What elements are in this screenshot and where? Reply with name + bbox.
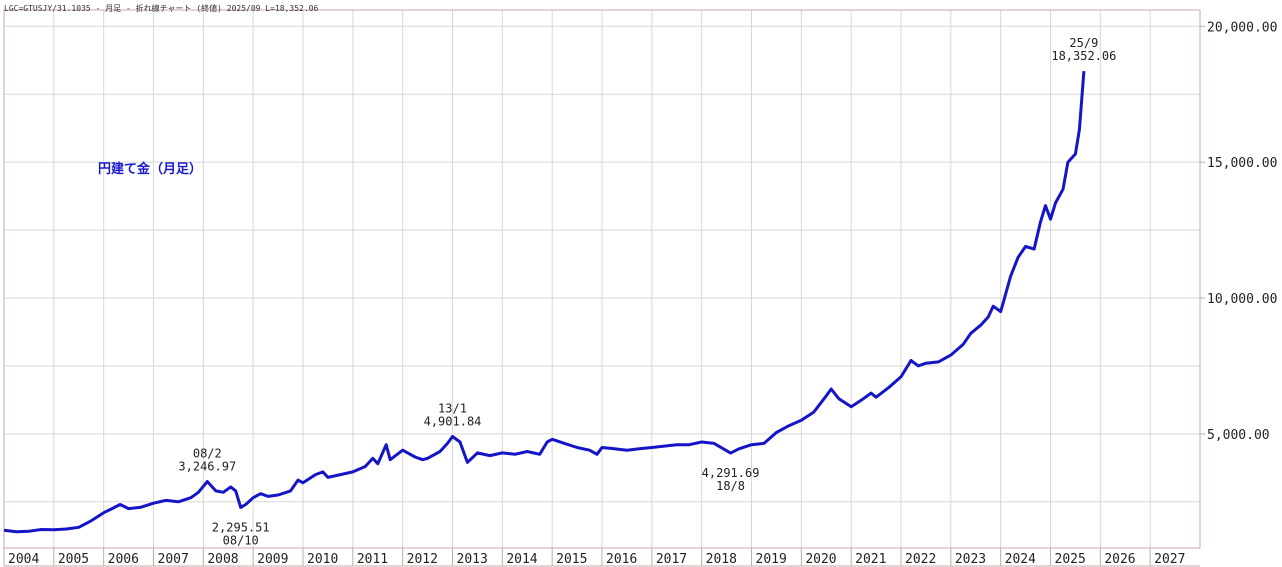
x-tick-label: 2023	[955, 552, 986, 567]
x-tick-label: 2012	[407, 552, 438, 567]
x-tick-label: 2015	[556, 552, 587, 567]
y-tick-label: 15,000.00	[1207, 156, 1277, 171]
y-tick-label: 20,000.00	[1207, 20, 1277, 35]
x-tick-label: 2025	[1055, 552, 1086, 567]
y-tick-label: 5,000.00	[1207, 428, 1270, 443]
x-tick-label: 2018	[706, 552, 737, 567]
x-tick-label: 2021	[855, 552, 886, 567]
x-tick-label: 2024	[1005, 552, 1036, 567]
annotation-text: 4,291.69	[702, 466, 760, 480]
series-line	[3, 70, 1086, 534]
x-tick-label: 2027	[1154, 552, 1185, 567]
annotation-text: 18,352.06	[1051, 49, 1116, 63]
annotation-text: 2,295.51	[212, 520, 270, 534]
x-tick-label: 2009	[257, 552, 288, 567]
x-tick-label: 2026	[1104, 552, 1135, 567]
x-tick-label: 2005	[58, 552, 89, 567]
chart-title: 円建て金（月足）	[98, 162, 203, 177]
y-tick-label: 10,000.00	[1207, 292, 1277, 307]
x-tick-label: 2013	[457, 552, 488, 567]
x-tick-label: 2004	[8, 552, 39, 567]
x-axis: 2004 2005 2006 2007 2008 2009 2010 2011 2012 2013…	[3, 548, 1185, 567]
chart-header-info: LGC=GTUSJY/31.1035 - 月足 - 折れ線チャート (終値) 2…	[4, 4, 319, 13]
x-tick-label: 2007	[158, 552, 189, 567]
x-tick-label: 2020	[805, 552, 836, 567]
annotation-text: 08/2	[193, 447, 222, 461]
x-tick-label: 2006	[108, 552, 139, 567]
x-tick-label: 2016	[606, 552, 637, 567]
x-tick-label: 2017	[656, 552, 687, 567]
annotation-text: 13/1	[438, 402, 467, 416]
x-tick-label: 2019	[756, 552, 787, 567]
annotation-text: 4,901.84	[424, 415, 482, 429]
annotation-text: 25/9	[1069, 36, 1098, 50]
annotation-text: 3,246.97	[178, 460, 236, 474]
x-tick-label: 2022	[905, 552, 936, 567]
annotation-text: 18/8	[716, 479, 745, 493]
x-tick-label: 2010	[307, 552, 338, 567]
chart-grid	[3, 10, 1200, 548]
y-axis: 5,000.00 10,000.00 15,000.00 20,000.00	[1200, 20, 1277, 443]
x-tick-label: 2011	[357, 552, 388, 567]
annotation-text: 08/10	[223, 533, 259, 547]
series-layer	[3, 70, 1086, 534]
x-tick-label: 2014	[506, 552, 537, 567]
x-tick-label: 2008	[207, 552, 238, 567]
